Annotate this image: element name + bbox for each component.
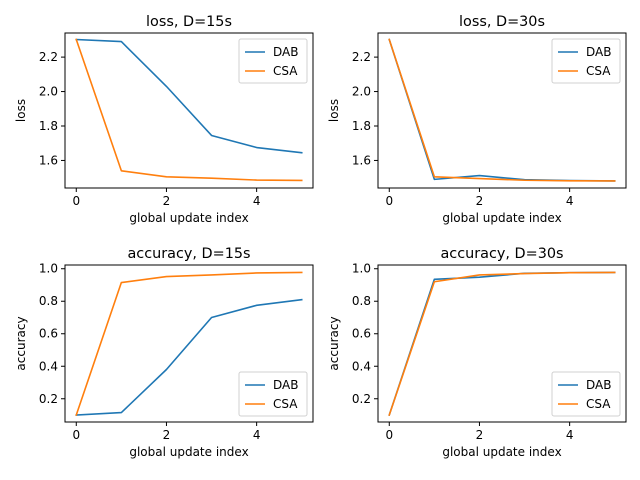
axes-frame: [64, 32, 314, 189]
legend-label-csa: CSA: [586, 64, 611, 78]
subplot-title: accuracy, D=15s: [127, 246, 250, 262]
x-tick-label: 0: [385, 194, 393, 208]
y-tick-label: 2.2: [352, 50, 371, 64]
y-axis-label: loss: [327, 99, 341, 122]
legend-box: [238, 371, 308, 417]
y-axis-label: accuracy: [14, 316, 28, 370]
axes-frame: [377, 264, 627, 423]
x-tick-label: 2: [163, 194, 171, 208]
y-axis-label: accuracy: [327, 316, 341, 370]
subplot-2: 0 2 4 1.6 1.8 2.0 2.2 loss, D=30s global update …: [327, 14, 627, 225]
subplot-4: 0 2 4 0.2 0.4 0.6 0.8 1.0 accuracy, D=30s global …: [327, 246, 627, 459]
legend: DAB CSA: [238, 38, 308, 84]
y-axis-label: loss: [14, 99, 28, 122]
legend-label-dab: DAB: [273, 45, 298, 59]
x-axis-label: global update index: [442, 211, 561, 225]
x-tick-label: 2: [476, 428, 484, 442]
y-tick-label: 0.8: [39, 294, 58, 308]
series-line-csa: [388, 271, 616, 417]
legend-box: [238, 38, 308, 84]
x-tick-label: 4: [253, 194, 261, 208]
x-tick-label: 0: [72, 428, 80, 442]
subplot-title: loss, D=30s: [459, 14, 545, 30]
y-tick-label: 2.0: [352, 85, 371, 99]
y-tick-label: 1.6: [352, 153, 371, 167]
y-tick-label: 0.4: [352, 359, 371, 373]
x-axis-label: global update index: [129, 211, 248, 225]
y-tick-label: 2.0: [39, 85, 58, 99]
subplot-title: loss, D=15s: [146, 14, 232, 30]
x-tick-label: 4: [566, 428, 574, 442]
x-axis-label: global update index: [442, 445, 561, 459]
y-tick-label: 0.2: [352, 392, 371, 406]
y-tick-label: 0.6: [352, 327, 371, 341]
x-tick-label: 2: [476, 194, 484, 208]
y-tick-label: 0.8: [352, 294, 371, 308]
legend-box: [551, 38, 621, 84]
legend-label-dab: DAB: [586, 45, 611, 59]
y-tick-label: 1.0: [39, 262, 58, 276]
y-tick-label: 0.6: [39, 327, 58, 341]
legend: DAB CSA: [551, 371, 621, 417]
x-tick-label: 0: [385, 428, 393, 442]
legend-label-csa: CSA: [586, 397, 611, 411]
y-tick-label: 1.8: [39, 119, 58, 133]
series-line-csa: [75, 38, 303, 182]
legend-label-csa: CSA: [273, 64, 298, 78]
x-axis-label: global update index: [129, 445, 248, 459]
legend-label-dab: DAB: [273, 378, 298, 392]
subplot-3: 0 2 4 0.2 0.4 0.6 0.8 1.0 accuracy, D=15s global …: [14, 246, 314, 459]
x-tick-label: 4: [253, 428, 261, 442]
legend: DAB CSA: [238, 371, 308, 417]
legend-label-csa: CSA: [273, 397, 298, 411]
axes-frame: [64, 264, 314, 423]
series-line-csa: [388, 38, 616, 182]
legend: DAB CSA: [551, 38, 621, 84]
x-tick-label: 2: [163, 428, 171, 442]
y-tick-label: 2.2: [39, 50, 58, 64]
subplot-1: 0 2 4 1.6 1.8 2.0 2.2 loss, D=15s global update …: [14, 14, 314, 225]
legend-box: [551, 371, 621, 417]
axes-frame: [377, 32, 627, 189]
y-tick-label: 0.2: [39, 392, 58, 406]
y-tick-label: 1.6: [39, 153, 58, 167]
legend-label-dab: DAB: [586, 378, 611, 392]
subplot-title: accuracy, D=30s: [440, 246, 563, 262]
y-tick-label: 1.8: [352, 119, 371, 133]
series-line-dab: [75, 298, 303, 416]
x-tick-label: 4: [566, 194, 574, 208]
y-tick-label: 1.0: [352, 262, 371, 276]
y-tick-label: 0.4: [39, 359, 58, 373]
series-line-dab: [75, 38, 303, 154]
series-line-csa: [75, 271, 303, 417]
x-tick-label: 0: [72, 194, 80, 208]
